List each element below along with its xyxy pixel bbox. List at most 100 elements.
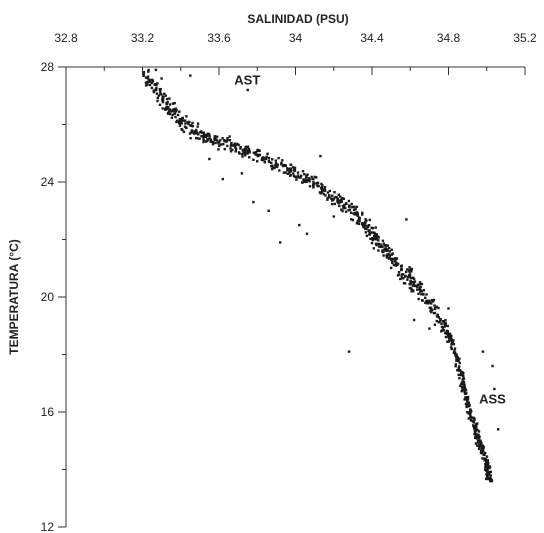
data-point (437, 316, 440, 319)
data-point (144, 81, 148, 84)
data-point (358, 216, 361, 220)
data-point (484, 457, 487, 461)
data-point (312, 184, 315, 188)
data-point (385, 256, 389, 259)
data-point (306, 173, 309, 176)
data-point (433, 304, 436, 307)
data-point (207, 132, 211, 136)
data-point (459, 369, 462, 372)
data-point (466, 411, 469, 414)
data-point (161, 100, 165, 104)
data-point (222, 143, 225, 146)
data-point (299, 174, 303, 177)
data-point (310, 175, 313, 179)
data-point (381, 250, 384, 254)
data-point (331, 199, 334, 202)
data-point (449, 334, 452, 338)
data-point (485, 463, 489, 466)
data-point (231, 148, 234, 152)
data-point (237, 143, 240, 147)
data-point (278, 169, 281, 172)
data-point (410, 276, 413, 280)
data-point (226, 144, 229, 148)
data-point (263, 161, 266, 164)
data-point (377, 239, 380, 242)
data-point (315, 181, 318, 185)
data-point (462, 375, 465, 378)
data-point (224, 140, 227, 143)
data-point (312, 183, 315, 186)
data-point (455, 357, 458, 360)
data-point (432, 298, 436, 302)
data-point (420, 282, 424, 286)
data-point (397, 271, 401, 274)
data-point (447, 334, 450, 337)
data-point (323, 186, 327, 189)
data-point (434, 307, 437, 310)
data-point (159, 91, 162, 94)
data-point (355, 222, 359, 225)
data-point (371, 236, 374, 240)
data-point (472, 424, 475, 427)
data-point (161, 107, 164, 110)
data-point (319, 154, 322, 158)
data-point (281, 159, 284, 162)
data-point (416, 283, 420, 286)
data-point (483, 459, 486, 462)
data-point (338, 201, 342, 204)
data-point (272, 166, 275, 170)
data-point (375, 238, 378, 241)
data-point (246, 150, 249, 153)
data-point (407, 269, 411, 272)
data-point (276, 163, 279, 166)
data-point (440, 330, 443, 333)
data-point (366, 225, 370, 229)
data-point (154, 68, 158, 72)
data-point (254, 151, 258, 154)
data-point (476, 439, 480, 443)
data-point (375, 233, 378, 236)
data-point (351, 205, 354, 209)
data-point (148, 80, 152, 83)
data-point (450, 343, 453, 346)
data-point (333, 191, 336, 194)
data-point (485, 461, 488, 464)
data-point (427, 299, 430, 303)
data-point (363, 226, 367, 230)
data-point (447, 332, 450, 336)
data-point (175, 120, 178, 124)
data-point (234, 143, 237, 146)
data-point (274, 159, 277, 162)
data-point (418, 287, 422, 290)
data-point (402, 282, 406, 285)
data-point (411, 284, 415, 287)
data-point (289, 173, 292, 177)
data-point (437, 306, 440, 310)
data-point (486, 475, 489, 478)
data-point (295, 178, 298, 181)
data-point (322, 192, 326, 196)
data-point (148, 83, 152, 87)
data-point (155, 92, 159, 95)
data-point (330, 202, 334, 206)
data-point (305, 232, 309, 235)
data-point (379, 245, 383, 249)
data-point (165, 106, 168, 109)
data-point (293, 175, 297, 178)
data-point (167, 106, 170, 109)
data-point (252, 158, 255, 161)
data-point (378, 245, 381, 248)
data-point (291, 166, 295, 169)
data-point (454, 351, 457, 354)
data-point (446, 324, 449, 328)
data-point (168, 110, 171, 113)
data-point (326, 191, 330, 194)
data-point (424, 296, 427, 299)
data-point (463, 385, 466, 388)
data-point (448, 337, 451, 340)
data-point (356, 214, 359, 217)
data-point (391, 257, 395, 261)
data-point (144, 76, 148, 79)
data-point (391, 261, 394, 265)
data-point (425, 293, 428, 296)
